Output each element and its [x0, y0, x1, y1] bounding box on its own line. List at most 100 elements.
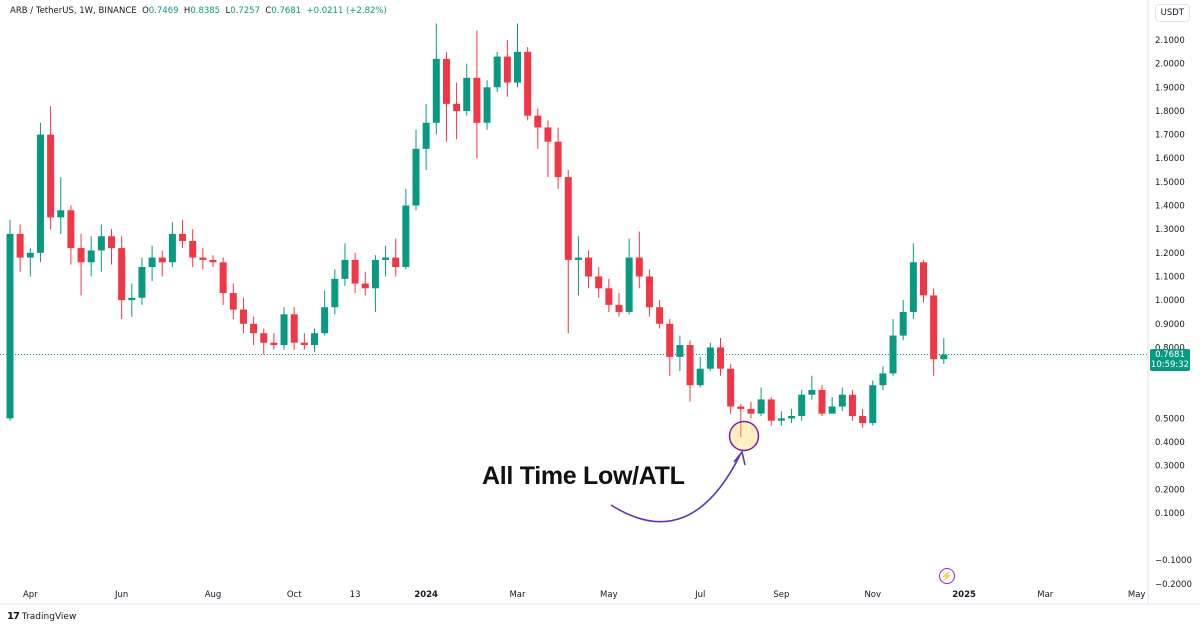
candle-body	[311, 333, 318, 346]
candle	[168, 222, 176, 268]
change-value: +0.0211 (+2.82%)	[306, 6, 387, 16]
lightning-icon[interactable]: ⚡	[939, 568, 955, 584]
candle	[432, 23, 440, 135]
candle-body	[270, 342, 278, 346]
candle-body	[534, 115, 542, 128]
candle-body	[250, 323, 258, 334]
candle	[422, 103, 430, 171]
candle	[158, 250, 166, 277]
candle	[635, 231, 643, 289]
candle	[239, 297, 247, 334]
candle-body	[625, 257, 633, 312]
candle	[544, 120, 552, 178]
time-tick-label: Aug	[205, 590, 222, 600]
high-label: H	[183, 6, 191, 16]
candle	[656, 300, 664, 329]
candle-body	[209, 259, 217, 263]
candle	[453, 82, 461, 140]
candle	[574, 236, 582, 296]
candle-body	[666, 323, 674, 357]
candle	[229, 283, 237, 320]
candle-body	[158, 257, 166, 263]
candle-body	[300, 342, 308, 346]
candle	[605, 278, 613, 312]
price-tick-label: 0.8000	[1155, 343, 1185, 353]
candle-body	[635, 257, 643, 277]
time-tick-label: Nov	[864, 590, 881, 600]
price-tick-label: 1.2000	[1155, 249, 1185, 259]
candle	[483, 80, 491, 130]
time-tick-label: May	[1128, 590, 1146, 600]
candle	[67, 205, 75, 265]
close-label: C	[265, 6, 272, 16]
candle-body	[67, 210, 75, 249]
candle-body	[351, 259, 359, 284]
time-axis[interactable]: Apr Jun Aug Oct 13 2024 Mar May Jul Sep Nov 2025 Mar…	[23, 590, 1145, 600]
candle-body	[392, 257, 400, 268]
candle-body	[47, 134, 55, 218]
candle	[767, 397, 775, 426]
candle-body	[77, 248, 85, 263]
tradingview-logo[interactable]: 17 TradingView	[7, 611, 76, 622]
time-tick-label: Jul	[694, 590, 705, 600]
candle	[696, 356, 704, 388]
low-label: L	[225, 6, 231, 16]
candle	[930, 288, 938, 376]
candle-body	[280, 314, 288, 346]
price-tick-label: 0.5000	[1155, 414, 1185, 424]
candle-body	[260, 333, 268, 343]
candle	[676, 335, 684, 372]
candle	[889, 319, 897, 376]
candle	[148, 245, 156, 282]
price-axis[interactable]: 2.1000 2.0000 1.9000 1.8000 1.7000 1.6000 1.50…	[1155, 36, 1192, 590]
close-value: 0.7681	[271, 6, 302, 16]
candle-body	[747, 408, 755, 414]
currency-selector[interactable]: USDT	[1154, 4, 1190, 22]
chart-frame	[0, 0, 1200, 605]
candle	[189, 229, 197, 268]
high-value: 0.8385	[190, 6, 221, 16]
candle-body	[899, 311, 907, 336]
candle	[260, 328, 268, 355]
symbol-legend[interactable]: ARB / TetherUS, 1W, BINANCE O0.7469 H0.8…	[10, 6, 387, 16]
candle	[463, 63, 471, 116]
candle-body	[595, 276, 603, 289]
candle-body	[585, 257, 593, 277]
candle-body	[97, 236, 105, 251]
last-price-value: 0.7681	[1155, 350, 1185, 360]
candle	[118, 236, 126, 320]
candle	[727, 363, 735, 414]
open-label: O	[142, 6, 149, 16]
candle	[128, 283, 136, 317]
tradingview-logo-text: TradingView	[21, 611, 77, 622]
price-tick-label: 2.0000	[1155, 60, 1185, 70]
candle	[341, 243, 349, 286]
candle-body	[605, 288, 613, 305]
candle-body	[6, 233, 14, 419]
candle-body	[767, 399, 775, 421]
candle	[493, 51, 501, 93]
candle-body	[889, 335, 897, 374]
candle	[859, 408, 867, 428]
candle-body	[148, 257, 156, 268]
candle-body	[36, 134, 44, 253]
time-tick-label: Mar	[1037, 590, 1054, 600]
candle	[402, 188, 410, 270]
candle-body	[930, 295, 938, 360]
candle-body	[442, 58, 450, 104]
candle	[473, 30, 481, 159]
candle	[747, 401, 755, 419]
candle-body	[168, 233, 176, 263]
symbol-title[interactable]: ARB / TetherUS, 1W, BINANCE	[10, 6, 137, 16]
candle	[442, 51, 450, 142]
candle-body	[128, 297, 136, 301]
candle	[909, 243, 917, 320]
candle-body	[818, 389, 826, 414]
candle	[26, 248, 34, 277]
candle	[940, 337, 948, 364]
candle-body	[859, 415, 867, 424]
candle-body	[402, 205, 410, 268]
candle	[879, 366, 887, 390]
candle	[615, 293, 623, 317]
